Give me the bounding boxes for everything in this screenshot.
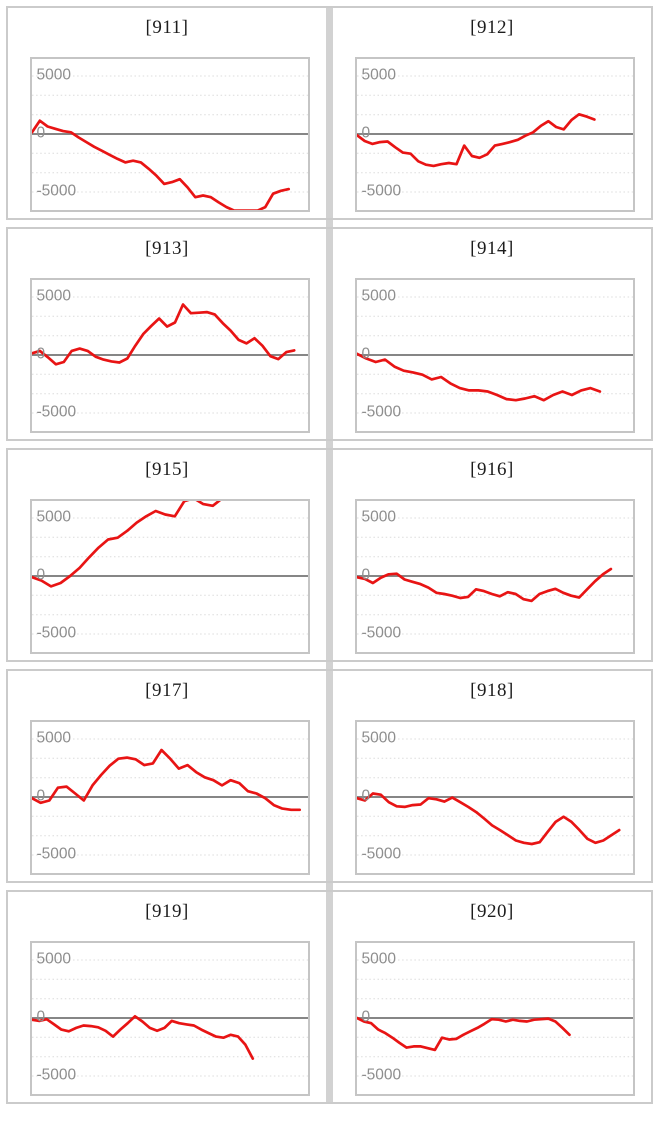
chart-plot-frame: 5000 0 -5000 (30, 720, 310, 875)
chart-plot: 5000 0 -5000 (357, 951, 633, 1084)
chart-plot-frame: 5000 0 -5000 (355, 941, 635, 1096)
y-tick-label: 5000 (37, 951, 72, 968)
y-tick-label: 0 (37, 1009, 46, 1026)
chart-plot: 5000 0 -5000 (357, 288, 633, 421)
y-tick-label: 0 (362, 1009, 371, 1026)
chart-title: [914] (470, 238, 514, 259)
chart-plot: 5000 0 -5000 (32, 288, 308, 421)
series-line (32, 501, 222, 588)
y-tick-label: -5000 (37, 404, 77, 421)
chart-cell-918[interactable]: [918] 5000 0 -5000 (333, 671, 651, 881)
series-line (357, 352, 602, 402)
y-tick-label: -5000 (37, 1067, 77, 1084)
chart-plot: 5000 0 -5000 (357, 67, 633, 200)
chart-title: [919] (145, 901, 189, 922)
y-tick-label: 5000 (362, 730, 397, 747)
chart-row-3: [915] 5000 0 -5000 [916] 5000 0 -5000 (6, 448, 653, 662)
chart-plot: 5000 0 -5000 (357, 730, 633, 863)
chart-plot: 5000 0 -5000 (32, 67, 308, 210)
chart-cell-913[interactable]: [913] 5000 0 -5000 (8, 229, 326, 439)
chart-plot: 5000 0 -5000 (32, 501, 308, 642)
chart-cell-914[interactable]: [914] 5000 0 -5000 (333, 229, 651, 439)
chart-plot-frame: 5000 0 -5000 (30, 57, 310, 212)
series-line (357, 567, 613, 603)
chart-title: [911] (145, 17, 189, 38)
y-tick-label: 5000 (37, 730, 72, 747)
chart-row-5: [919] 5000 0 -5000 [920] 5000 0 -5000 (6, 890, 653, 1104)
chart-plot-frame: 5000 0 -5000 (355, 57, 635, 212)
y-tick-label: 0 (37, 567, 46, 584)
series-line (32, 748, 302, 812)
series-line (357, 112, 596, 168)
y-tick-label: 0 (37, 346, 46, 363)
chart-grid: [911] 5000 0 -5000 [912] 5000 0 -5000 [913] … (6, 6, 653, 1104)
series-line (357, 1016, 571, 1052)
series-line (32, 119, 291, 210)
y-tick-label: -5000 (362, 625, 402, 642)
chart-cell-912[interactable]: [912] 5000 0 -5000 (333, 8, 651, 218)
chart-cell-917[interactable]: [917] 5000 0 -5000 (8, 671, 326, 881)
y-tick-label: -5000 (362, 1067, 402, 1084)
chart-title: [918] (470, 680, 514, 701)
chart-row-4: [917] 5000 0 -5000 [918] 5000 0 -5000 (6, 669, 653, 883)
y-tick-label: -5000 (362, 404, 402, 421)
y-tick-label: 5000 (362, 288, 397, 305)
chart-plot-frame: 5000 0 -5000 (30, 278, 310, 433)
y-tick-label: -5000 (37, 625, 77, 642)
y-tick-label: 5000 (37, 67, 72, 84)
chart-plot-frame: 5000 0 -5000 (30, 499, 310, 654)
y-tick-label: -5000 (37, 183, 77, 200)
y-tick-label: 5000 (362, 951, 397, 968)
y-tick-label: -5000 (37, 846, 77, 863)
chart-plot-frame: 5000 0 -5000 (30, 941, 310, 1096)
chart-cell-920[interactable]: [920] 5000 0 -5000 (333, 892, 651, 1102)
column-divider (326, 6, 333, 1104)
y-tick-label: -5000 (362, 183, 402, 200)
chart-row-2: [913] 5000 0 -5000 [914] 5000 0 -5000 (6, 227, 653, 441)
y-tick-label: 5000 (37, 509, 72, 526)
chart-plot-frame: 5000 0 -5000 (355, 720, 635, 875)
y-tick-label: 5000 (37, 288, 72, 305)
y-tick-label: 0 (362, 788, 371, 805)
chart-cell-915[interactable]: [915] 5000 0 -5000 (8, 450, 326, 660)
chart-plot-frame: 5000 0 -5000 (355, 499, 635, 654)
chart-plot: 5000 0 -5000 (32, 730, 308, 863)
chart-title: [916] (470, 459, 514, 480)
chart-title: [920] (470, 901, 514, 922)
y-tick-label: 0 (37, 788, 46, 805)
chart-plot-frame: 5000 0 -5000 (355, 278, 635, 433)
chart-title: [917] (145, 680, 189, 701)
chart-cell-919[interactable]: [919] 5000 0 -5000 (8, 892, 326, 1102)
chart-title: [913] (145, 238, 189, 259)
chart-title: [912] (470, 17, 514, 38)
chart-plot: 5000 0 -5000 (357, 509, 633, 642)
series-line (32, 303, 296, 366)
y-tick-label: 5000 (362, 67, 397, 84)
chart-title: [915] (145, 459, 189, 480)
chart-cell-916[interactable]: [916] 5000 0 -5000 (333, 450, 651, 660)
series-line (357, 792, 621, 846)
chart-plot: 5000 0 -5000 (32, 951, 308, 1084)
chart-cell-911[interactable]: [911] 5000 0 -5000 (8, 8, 326, 218)
chart-row-1: [911] 5000 0 -5000 [912] 5000 0 -5000 (6, 6, 653, 220)
y-tick-label: 0 (362, 125, 371, 142)
y-tick-label: 0 (362, 567, 371, 584)
series-line (32, 1014, 255, 1060)
y-tick-label: 5000 (362, 509, 397, 526)
y-tick-label: 0 (37, 125, 46, 142)
y-tick-label: 0 (362, 346, 371, 363)
y-tick-label: -5000 (362, 846, 402, 863)
